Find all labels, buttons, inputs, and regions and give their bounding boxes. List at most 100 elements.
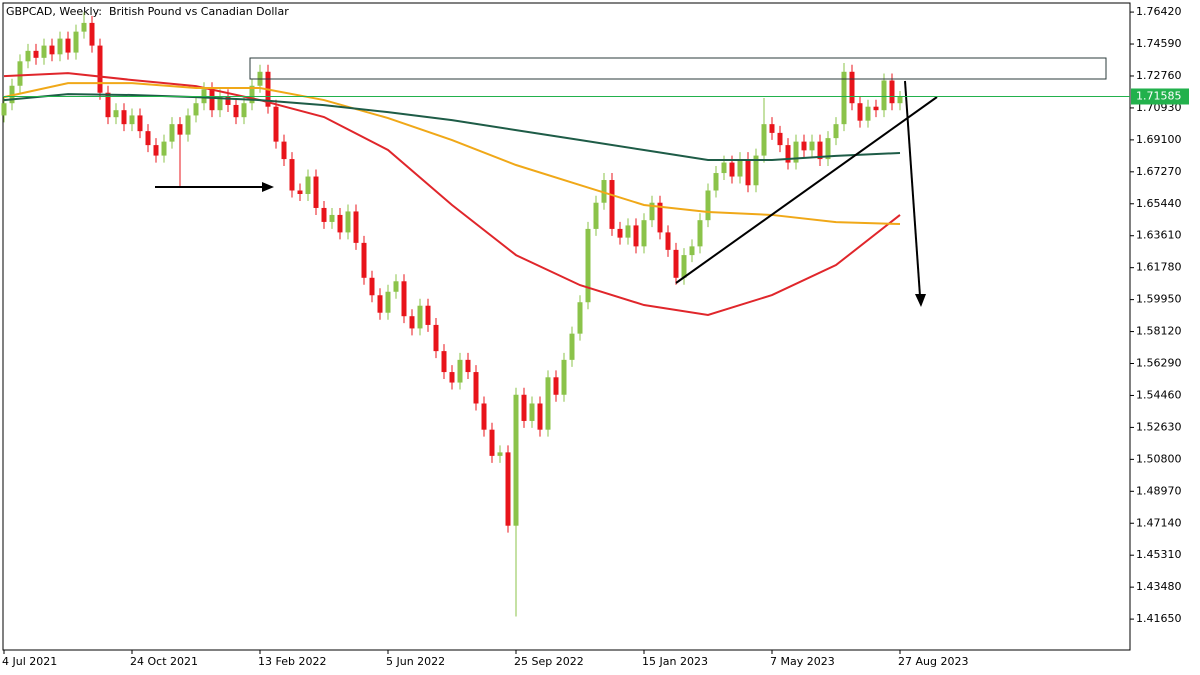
- y-tick-label: 1.76420: [1136, 5, 1182, 18]
- y-tick-label: 1.59950: [1136, 293, 1182, 306]
- candle-body: [273, 106, 279, 142]
- candle-body: [673, 249, 679, 278]
- candle-body: [761, 124, 767, 156]
- candle-body: [25, 50, 31, 62]
- candle-body: [593, 202, 599, 229]
- candle-body: [153, 145, 159, 156]
- candle-body: [193, 103, 199, 116]
- candle-body: [585, 228, 591, 303]
- candle-body: [881, 80, 887, 111]
- candle-body: [705, 190, 711, 221]
- candle-body: [641, 220, 647, 247]
- candle-body: [401, 281, 407, 317]
- candle-body: [505, 452, 511, 526]
- candle-body: [57, 38, 63, 55]
- y-tick-label: 1.63610: [1136, 229, 1182, 242]
- candle-body: [113, 110, 119, 118]
- candle-body: [185, 115, 191, 135]
- candle-body: [737, 159, 743, 177]
- candle-body: [129, 115, 135, 125]
- candle-body: [345, 211, 351, 233]
- y-tick-label: 1.45310: [1136, 548, 1182, 561]
- x-tick-label: 7 May 2023: [770, 655, 835, 668]
- candle-body: [417, 305, 423, 329]
- candle-body: [513, 394, 519, 526]
- y-tick-label: 1.50800: [1136, 452, 1182, 465]
- candle-body: [81, 22, 87, 32]
- x-tick-label: 15 Jan 2023: [642, 655, 708, 668]
- zone-rectangle: [249, 57, 1107, 80]
- candle-body: [177, 124, 183, 135]
- candle-body: [385, 291, 391, 313]
- candle-body: [353, 211, 359, 243]
- candle-body: [681, 255, 687, 278]
- last-price-label: 1.71585: [1136, 89, 1182, 102]
- candle-body: [217, 96, 223, 111]
- candle-body: [1, 103, 7, 116]
- candle-body: [553, 377, 559, 395]
- candle-body: [865, 106, 871, 121]
- candle-body: [337, 214, 343, 233]
- y-tick-label: 1.72760: [1136, 69, 1182, 82]
- candle-body: [689, 246, 695, 256]
- trend-line: [675, 96, 938, 284]
- candle-body: [849, 71, 855, 104]
- y-tick-label: 1.41650: [1136, 612, 1182, 625]
- x-tick-label: 4 Jul 2021: [2, 655, 57, 668]
- candle-body: [97, 45, 103, 93]
- x-tick-label: 13 Feb 2022: [258, 655, 326, 668]
- candle-body: [561, 359, 567, 395]
- candle-body: [289, 159, 295, 191]
- candle-body: [433, 324, 439, 352]
- candle-body: [73, 31, 79, 53]
- candle-body: [393, 281, 399, 292]
- candle-body: [777, 132, 783, 146]
- candle-body: [857, 103, 863, 121]
- candle-body: [809, 141, 815, 151]
- candle-body: [577, 302, 583, 334]
- y-tick-label: 1.58120: [1136, 325, 1182, 338]
- candle-body: [305, 176, 311, 194]
- candle-body: [321, 207, 327, 222]
- candle-body: [753, 155, 759, 186]
- candle-body: [369, 277, 375, 296]
- candle-body: [729, 162, 735, 177]
- y-tick-label: 1.48970: [1136, 484, 1182, 497]
- last-price-tag: [1131, 88, 1189, 105]
- x-tick-label: 24 Oct 2021: [130, 655, 198, 668]
- candle-body: [65, 38, 71, 53]
- arrow-head: [915, 294, 926, 307]
- candle-body: [601, 180, 607, 203]
- candle-body: [873, 106, 879, 111]
- candle-body: [609, 180, 615, 229]
- candle-body: [105, 92, 111, 118]
- candle-body: [441, 351, 447, 373]
- x-tick-label: 25 Sep 2022: [514, 655, 584, 668]
- candle-body: [49, 45, 55, 55]
- candle-body: [465, 359, 471, 373]
- arrow-head: [262, 182, 274, 192]
- candle-body: [665, 232, 671, 250]
- candle-body: [793, 141, 799, 163]
- candle-body: [497, 452, 503, 456]
- candle-body: [833, 124, 839, 139]
- candle-body: [145, 131, 151, 146]
- candle-body: [473, 372, 479, 404]
- arrow: [904, 80, 921, 297]
- candle-body: [697, 220, 703, 247]
- candle-body: [449, 372, 455, 383]
- candle-body: [241, 103, 247, 118]
- y-tick-label: 1.54460: [1136, 388, 1182, 401]
- candle-body: [785, 145, 791, 163]
- candle-body: [457, 359, 463, 383]
- candle-body: [409, 316, 415, 329]
- candle-body: [297, 190, 303, 194]
- candle-body: [313, 176, 319, 208]
- candle-body: [121, 110, 127, 125]
- plot-frame: [2, 2, 1131, 651]
- candle-body: [801, 141, 807, 151]
- candle-body: [841, 71, 847, 125]
- candle-body: [657, 202, 663, 233]
- candle-body: [17, 61, 23, 86]
- candle-body: [545, 377, 551, 430]
